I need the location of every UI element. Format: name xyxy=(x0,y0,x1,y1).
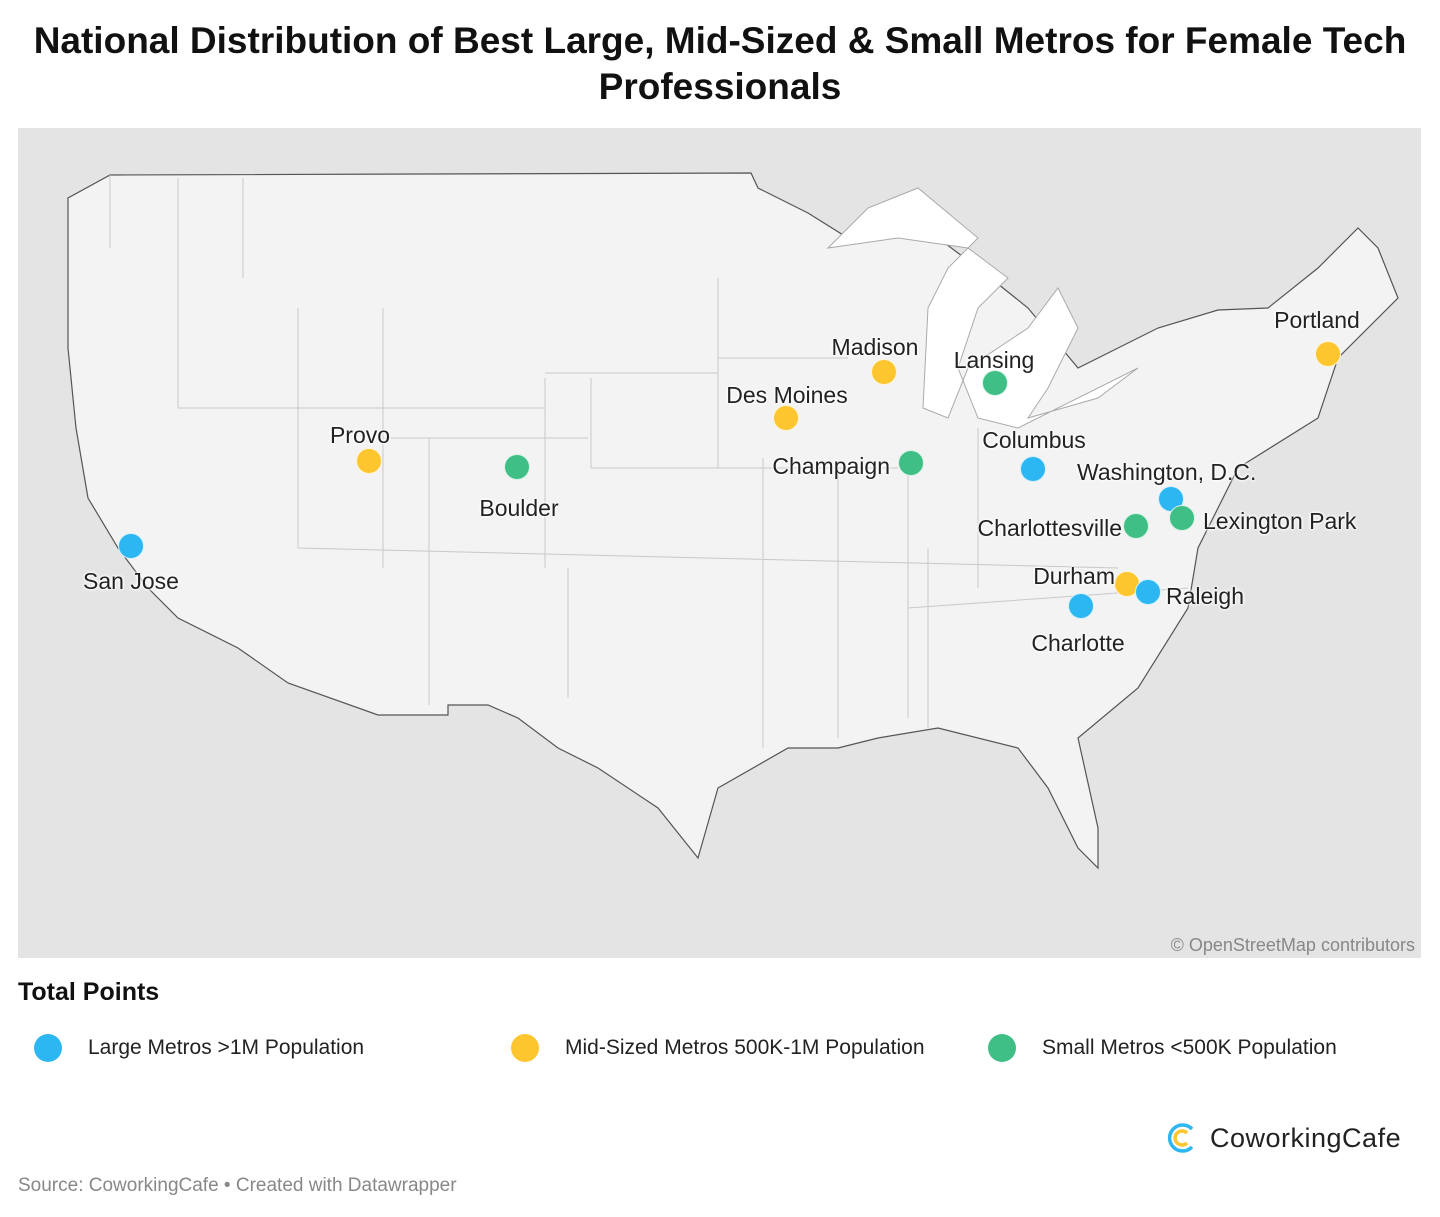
coworkingcafe-logo: CoworkingCafe xyxy=(1166,1122,1401,1154)
city-label: Boulder xyxy=(479,495,559,521)
city-label: Champaign xyxy=(772,453,890,479)
city-marker[interactable] xyxy=(871,359,897,385)
city-label: Washington, D.C. xyxy=(1077,459,1257,485)
city-marker[interactable] xyxy=(1068,593,1094,619)
coworkingcafe-logo-icon xyxy=(1167,1123,1194,1153)
city-marker[interactable] xyxy=(1315,341,1341,367)
contiguous-us-shape xyxy=(67,172,1399,870)
legend-swatch-large xyxy=(34,1034,62,1062)
city-label: Portland xyxy=(1274,307,1360,333)
legend-label: Mid-Sized Metros 500K-1M Population xyxy=(565,1036,925,1059)
legend-swatch-small xyxy=(988,1034,1016,1062)
source-note: Source: CoworkingCafe • Created with Dat… xyxy=(18,1175,457,1196)
map[interactable]: San Jose Provo Boulder Madison Des Moines Lan… xyxy=(18,128,1421,958)
city-label: Madison xyxy=(831,334,919,360)
city-label: Durham xyxy=(1033,563,1115,589)
logo-text: CoworkingCafe xyxy=(1210,1122,1402,1153)
city-label: Des Moines xyxy=(726,382,848,408)
city-label: Lexington Park xyxy=(1203,508,1357,534)
state-borders xyxy=(109,175,1189,748)
city-label: Columbus xyxy=(982,427,1086,453)
city-marker[interactable] xyxy=(1169,505,1195,531)
legend-title: Total Points xyxy=(18,978,160,1006)
map-attribution[interactable]: © OpenStreetMap contributors xyxy=(1170,935,1415,955)
legend-item-mid: Mid-Sized Metros 500K-1M Population xyxy=(511,1034,925,1062)
city-label: Charlottesville xyxy=(977,515,1122,541)
city-label: Raleigh xyxy=(1166,583,1244,609)
city-marker[interactable] xyxy=(1123,513,1149,539)
city-marker[interactable] xyxy=(898,450,924,476)
chart-title: National Distribution of Best Large, Mid… xyxy=(33,20,1407,107)
legend-item-small: Small Metros <500K Population xyxy=(988,1034,1337,1062)
city-label: San Jose xyxy=(83,568,179,594)
city-marker[interactable] xyxy=(773,405,799,431)
city-marker[interactable] xyxy=(982,370,1008,396)
legend-label: Small Metros <500K Population xyxy=(1042,1036,1337,1059)
city-marker[interactable] xyxy=(504,454,530,480)
us-basemap xyxy=(18,128,1421,958)
city-marker[interactable] xyxy=(356,448,382,474)
city-label: Lansing xyxy=(953,347,1035,373)
city-label: Charlotte xyxy=(1031,630,1125,656)
legend-label: Large Metros >1M Population xyxy=(88,1036,365,1059)
city-marker[interactable] xyxy=(1020,456,1046,482)
city-label: Provo xyxy=(329,422,391,448)
city-marker[interactable] xyxy=(118,533,144,559)
legend-item-large: Large Metros >1M Population xyxy=(34,1034,364,1062)
legend-swatch-mid xyxy=(511,1034,539,1062)
city-marker[interactable] xyxy=(1135,579,1161,605)
